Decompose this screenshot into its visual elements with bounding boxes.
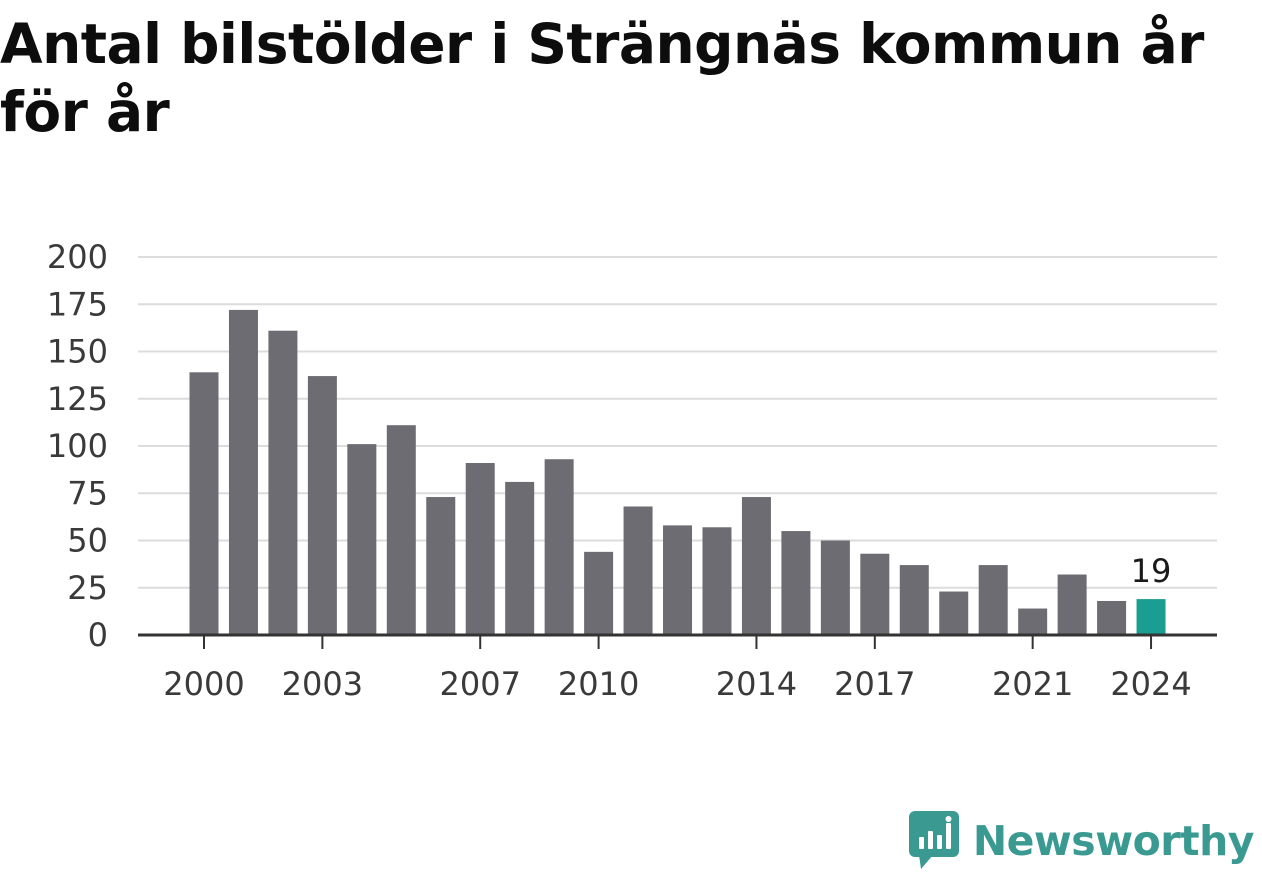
x-tick-label-2003: 2003: [282, 665, 363, 703]
x-axis-tick-labels: 2000 2003 2007 2010 2014 2017 2021 2024: [163, 635, 1192, 703]
bar-2020: [978, 565, 1008, 635]
y-tick-label-0: 0: [88, 616, 108, 654]
bar-2017: [860, 553, 890, 635]
x-tick-label-2021: 2021: [992, 665, 1073, 703]
brand-name: Newsworthy: [972, 817, 1255, 865]
bar-2001: [228, 309, 258, 635]
bar-2021: [1018, 608, 1048, 635]
x-tick-label-2024: 2024: [1110, 665, 1191, 703]
y-tick-label-50: 50: [67, 522, 108, 560]
bar-2012: [663, 525, 693, 635]
bar-2009: [544, 459, 574, 635]
bar-2016: [820, 540, 850, 635]
y-tick-label-150: 150: [47, 333, 108, 371]
bars: [189, 309, 1166, 635]
x-tick-label-2017: 2017: [834, 665, 915, 703]
bar-2023: [1097, 600, 1127, 635]
bar-2011: [623, 506, 653, 635]
y-tick-label-25: 25: [67, 569, 108, 607]
y-tick-label-200: 200: [47, 238, 108, 276]
y-tick-label-75: 75: [67, 474, 108, 512]
data-label-2024: 19: [1131, 552, 1172, 590]
bar-2015: [781, 531, 811, 635]
bar-2002: [268, 330, 298, 635]
bar-2013: [702, 527, 732, 635]
bar-2010: [584, 551, 614, 635]
data-labels: 19: [1131, 552, 1172, 590]
x-tick-label-2007: 2007: [440, 665, 521, 703]
y-tick-label-175: 175: [47, 285, 108, 323]
newsworthy-logo-icon: [908, 811, 959, 869]
y-tick-label-100: 100: [47, 427, 108, 465]
bar-2004: [347, 444, 377, 635]
y-tick-label-125: 125: [47, 380, 108, 418]
bar-2008: [505, 481, 535, 635]
chart-title: Antal bilstölder i Strängnäs kommun år f…: [0, 12, 1204, 144]
y-axis-tick-labels: 0 25 50 75 100 125 150 175 200: [47, 238, 108, 654]
bar-2018: [899, 565, 929, 635]
bar-2022: [1057, 574, 1087, 635]
bar-2000: [189, 372, 219, 635]
bar-2024: [1136, 599, 1166, 635]
bar-2006: [426, 497, 456, 635]
x-tick-label-2014: 2014: [716, 665, 797, 703]
bar-2005: [386, 425, 416, 635]
bar-2014: [741, 497, 771, 635]
brand-logo: Newsworthy: [908, 809, 1255, 873]
x-tick-label-2000: 2000: [163, 665, 244, 703]
bar-2019: [939, 591, 969, 635]
bar-2003: [307, 376, 337, 635]
bar-2007: [465, 463, 495, 635]
x-tick-label-2010: 2010: [558, 665, 639, 703]
